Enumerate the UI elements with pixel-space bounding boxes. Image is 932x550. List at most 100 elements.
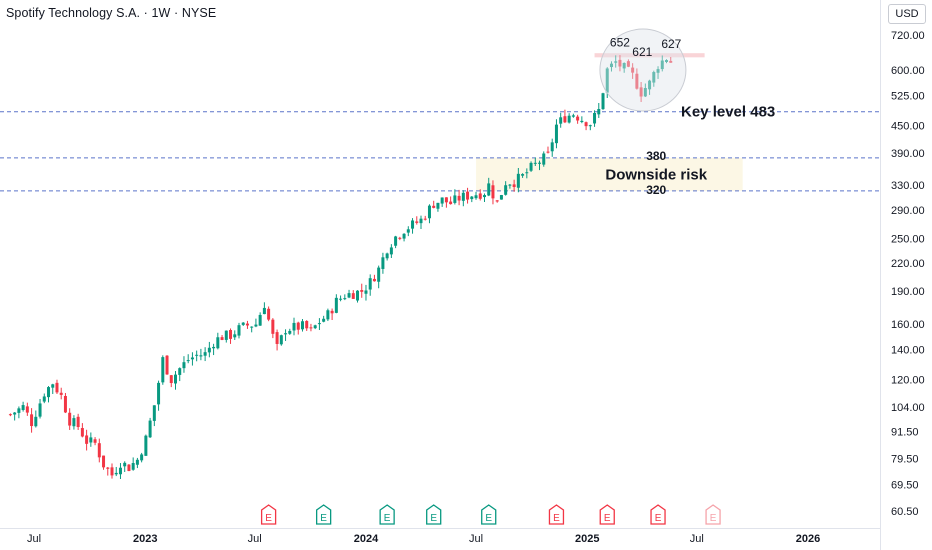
candle-body (258, 314, 262, 326)
y-tick-label: 390.00 (891, 148, 925, 160)
candle-body (436, 202, 440, 209)
candle-body (482, 195, 486, 198)
candle-body (326, 310, 330, 320)
candle-body (123, 462, 127, 467)
earnings-label: E (553, 513, 560, 524)
highlight-circle (599, 28, 687, 112)
candle-body (68, 412, 72, 426)
candle-body (538, 162, 542, 164)
candle-body (478, 193, 482, 199)
candle-body (34, 416, 38, 427)
y-tick-label: 160.00 (891, 319, 925, 331)
candle-body (656, 69, 660, 73)
candle-body (343, 298, 347, 300)
candle-body (372, 278, 376, 282)
candle-body (381, 257, 385, 269)
candle-body (106, 467, 110, 469)
candle-body (406, 229, 410, 233)
x-tick-label: Jul (248, 533, 262, 545)
candle-body (427, 205, 431, 219)
candle-body (529, 162, 533, 171)
y-tick-label: 720.00 (891, 30, 925, 42)
resistance-band (594, 53, 705, 58)
candle-body (224, 330, 228, 340)
earnings-marker[interactable]: E (426, 504, 442, 525)
candle-body (669, 60, 673, 63)
candle-body (114, 472, 118, 475)
candle-body (322, 318, 326, 322)
candle-body (398, 237, 402, 239)
earnings-marker[interactable]: E (260, 504, 277, 525)
candle-body (554, 124, 558, 144)
y-tick-label: 290.00 (891, 205, 925, 217)
candle-body (665, 60, 669, 62)
candle-body (444, 197, 448, 203)
candle-body (609, 63, 613, 68)
earnings-marker[interactable]: E (481, 504, 497, 525)
candle-body (389, 247, 393, 255)
candle-body (614, 61, 618, 63)
candle-body (542, 153, 546, 165)
candle-body (296, 322, 300, 330)
candle-body (72, 418, 76, 427)
candle-body (491, 185, 495, 199)
y-tick-label: 69.50 (891, 479, 919, 491)
candle-layer (8, 55, 673, 479)
candle-body (59, 392, 63, 395)
high-label: 652 (610, 36, 630, 50)
y-tick-label: 60.50 (891, 506, 919, 518)
y-tick-label: 79.50 (891, 454, 919, 466)
candle-body (55, 382, 59, 393)
candle-body (470, 196, 474, 200)
earnings-marker[interactable]: E (599, 504, 615, 525)
earnings-marker[interactable]: E (705, 504, 721, 525)
candle-body (165, 355, 169, 375)
downside-risk-zone (476, 157, 743, 191)
candle-body (161, 357, 165, 383)
candle-body (131, 463, 135, 470)
earnings-marker[interactable]: E (315, 504, 332, 525)
time-axis[interactable]: Jul 2023 Jul 2024 Jul 2025 Jul 2026 (27, 533, 820, 545)
candle-body (415, 221, 419, 223)
y-tick-label: 600.00 (891, 65, 925, 77)
currency-selector[interactable]: USD (888, 4, 926, 24)
candle-body (487, 183, 491, 196)
candle-body (42, 396, 46, 402)
price-axis[interactable]: 720.00 600.00 525.00 450.00 390.00 330.00 290.… (891, 30, 925, 518)
candle-body (292, 322, 296, 331)
candle-body (411, 220, 415, 229)
candle-body (203, 352, 207, 356)
candle-body (47, 387, 51, 398)
candle-body (576, 116, 580, 121)
earnings-label: E (604, 513, 611, 524)
candle-body (546, 151, 550, 153)
earnings-marker[interactable]: E (548, 504, 565, 525)
x-tick-label: Jul (27, 533, 41, 545)
earnings-marker[interactable]: E (650, 504, 666, 525)
candle-body (288, 330, 292, 334)
candle-body (195, 354, 199, 356)
y-tick-label: 120.00 (891, 374, 925, 386)
candle-body (474, 195, 478, 199)
earnings-badge (599, 504, 615, 525)
earnings-marker[interactable]: E (379, 504, 395, 525)
candle-body (525, 172, 529, 174)
candle-body (152, 405, 156, 421)
candle-body (652, 72, 656, 83)
candle-body (140, 454, 144, 461)
candle-body (571, 115, 575, 117)
candle-body (461, 192, 465, 201)
earnings-badge (379, 504, 395, 525)
candle-body (394, 236, 398, 246)
high-label: 621 (632, 45, 652, 59)
zone-top-label: 380 (646, 149, 666, 163)
y-tick-label: 190.00 (891, 286, 925, 298)
candle-body (25, 406, 29, 413)
candle-body (148, 420, 152, 438)
candle-body (267, 308, 271, 320)
candle-body (241, 322, 245, 325)
candle-body (97, 443, 101, 458)
candle-body (521, 174, 525, 176)
